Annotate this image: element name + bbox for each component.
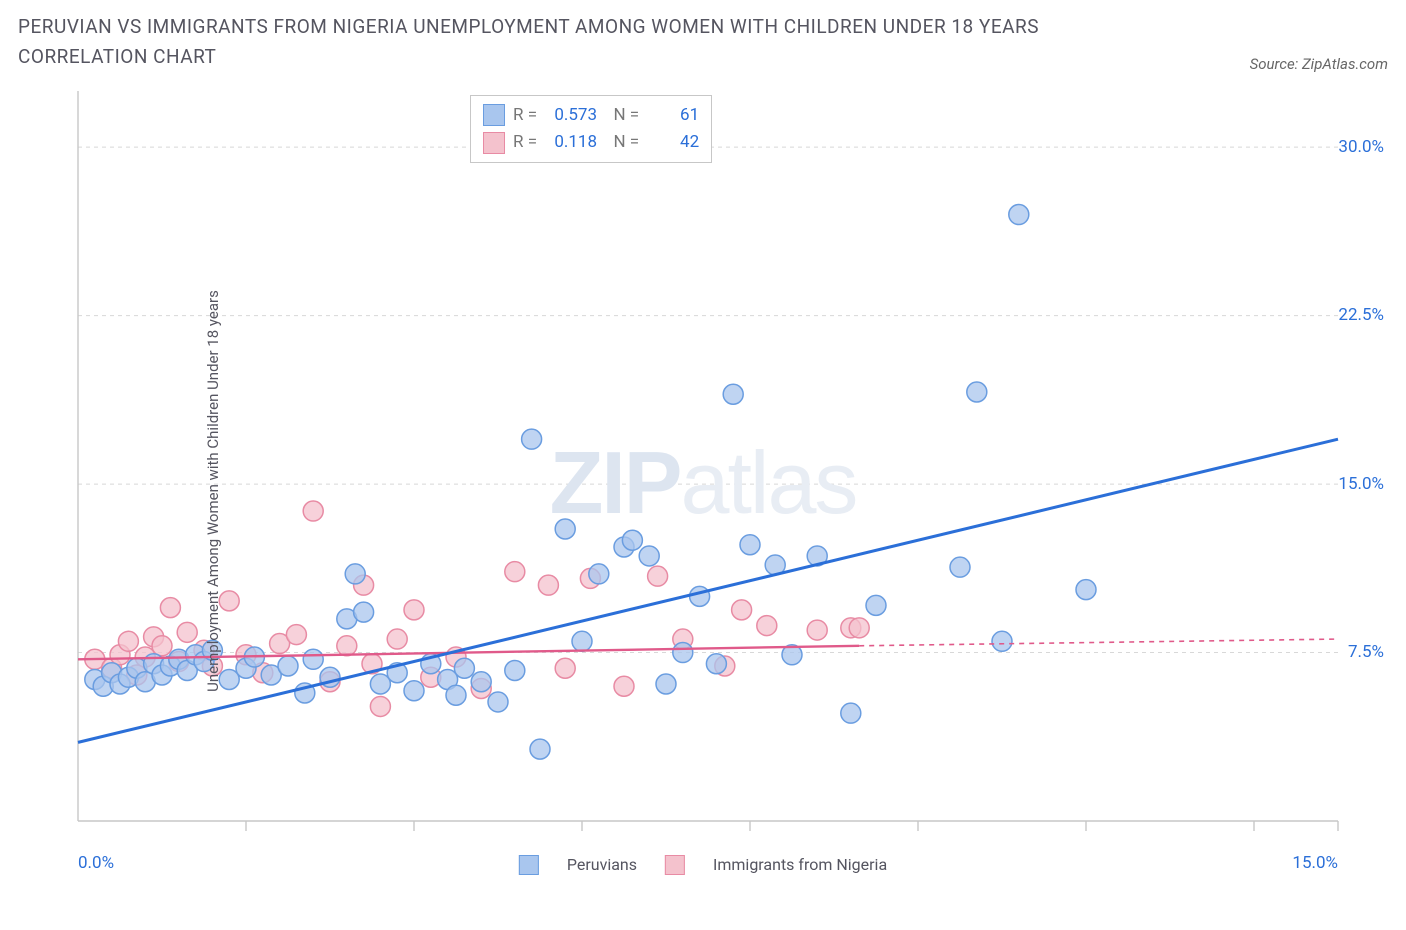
r-value-nigeria: 0.118 (545, 129, 597, 156)
r-label: R = (513, 129, 537, 156)
y-tick-label: 15.0% (1338, 474, 1384, 494)
y-tick-label: 30.0% (1338, 137, 1384, 157)
swatch-peruvians (483, 104, 505, 126)
legend-swatch-peruvians (519, 855, 539, 875)
bottom-legend: Peruvians Immigrants from Nigeria (519, 855, 887, 875)
y-axis-label: Unemployment Among Women with Children U… (204, 290, 222, 692)
y-tick-label: 7.5% (1348, 642, 1384, 662)
chart-container: Unemployment Among Women with Children U… (18, 81, 1388, 901)
scatter-chart (18, 81, 1388, 901)
stats-row-nigeria: R = 0.118 N = 42 (483, 129, 699, 156)
r-value-peruvians: 0.573 (545, 102, 597, 129)
n-label: N = (605, 102, 639, 129)
legend-label-nigeria: Immigrants from Nigeria (713, 855, 887, 874)
n-value-nigeria: 42 (647, 129, 699, 156)
y-tick-label: 22.5% (1338, 305, 1384, 325)
chart-title: PERUVIAN VS IMMIGRANTS FROM NIGERIA UNEM… (18, 12, 1118, 73)
n-value-peruvians: 61 (647, 102, 699, 129)
x-tick-label: 15.0% (1292, 853, 1338, 873)
source-label: Source: ZipAtlas.com (1250, 55, 1388, 73)
r-label: R = (513, 102, 537, 129)
swatch-nigeria (483, 132, 505, 154)
n-label: N = (605, 129, 639, 156)
legend-label-peruvians: Peruvians (567, 855, 637, 874)
stats-legend-box: R = 0.573 N = 61 R = 0.118 N = 42 (470, 95, 712, 163)
legend-swatch-nigeria (665, 855, 685, 875)
stats-row-peruvians: R = 0.573 N = 61 (483, 102, 699, 129)
x-tick-label: 0.0% (78, 853, 114, 873)
